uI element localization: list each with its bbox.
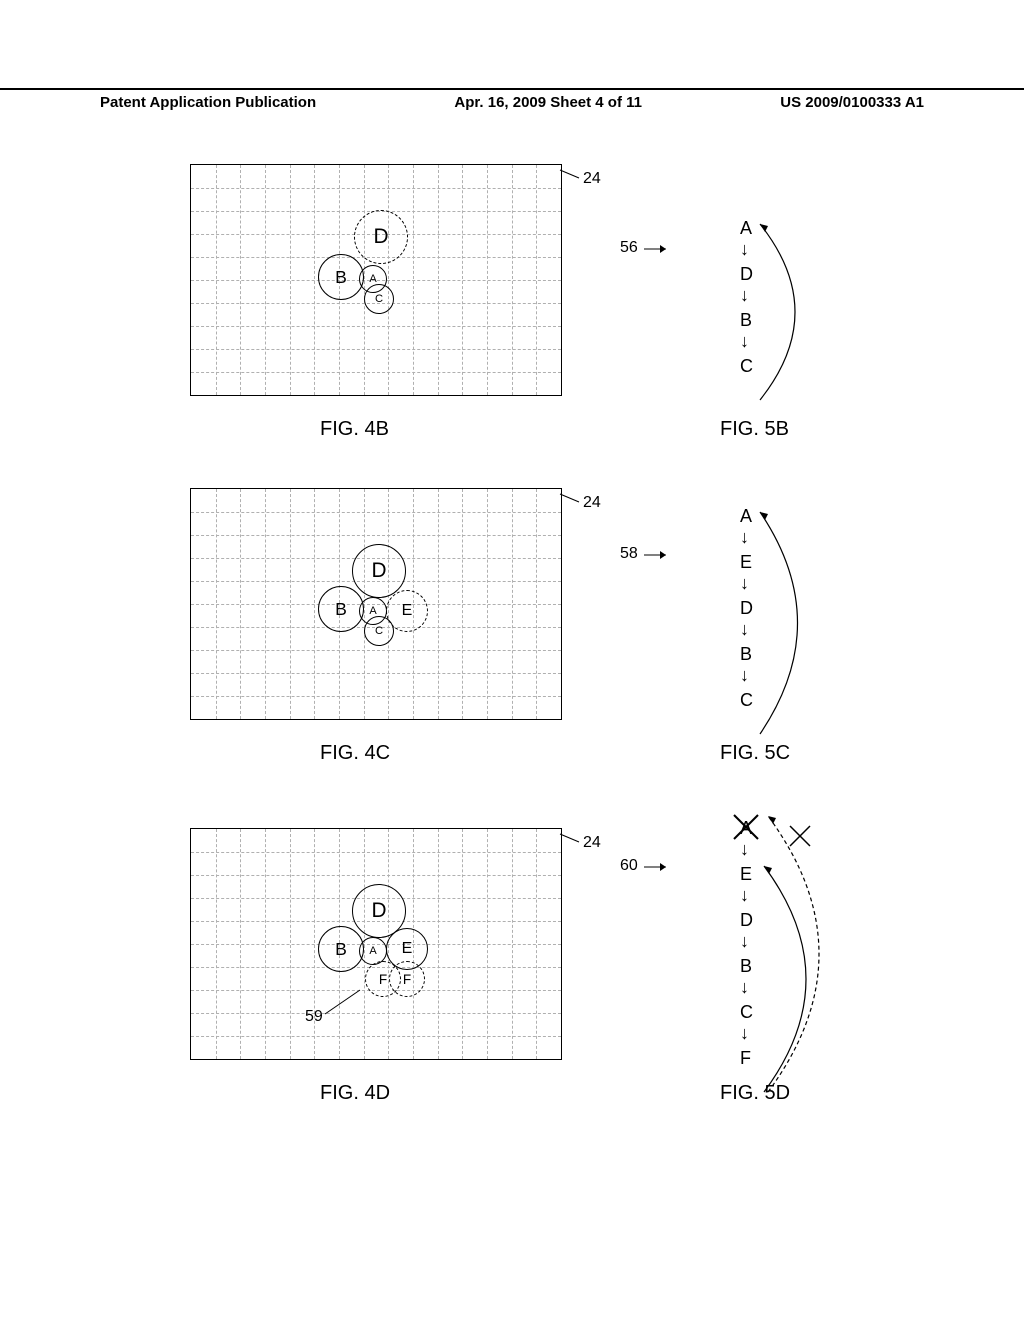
list-item: C	[740, 1002, 753, 1023]
circle-C: C	[364, 616, 394, 646]
page-header: Patent Application Publication Apr. 16, …	[0, 88, 1024, 111]
fig-label-right: FIG. 5D	[720, 1082, 790, 1105]
arrow-down-icon: ↓	[740, 978, 749, 996]
fig-label-right: FIG. 5B	[720, 418, 789, 441]
ref-24: 24	[583, 494, 601, 512]
fig-label-left: FIG. 4D	[320, 1082, 390, 1105]
circle-C: C	[364, 284, 394, 314]
ref-59: 59	[305, 1008, 323, 1026]
circle-B: B	[318, 586, 364, 632]
fig-label-left: FIG. 4C	[320, 742, 390, 765]
list-item: E	[740, 552, 752, 573]
arrow-down-icon: ↓	[740, 666, 749, 684]
arrow-down-icon: ↓	[740, 574, 749, 592]
list-ref: 60	[620, 857, 638, 875]
list-item: F	[740, 1048, 751, 1069]
list-ref: 58	[620, 545, 638, 563]
arrow-down-icon: ↓	[740, 240, 749, 258]
circle-B: B	[318, 254, 364, 300]
ref-24: 24	[583, 834, 601, 852]
list-item: B	[740, 956, 752, 977]
circle-D: D	[354, 210, 408, 264]
fig-label-left: FIG. 4B	[320, 418, 389, 441]
arrow-down-icon: ↓	[740, 528, 749, 546]
header-center: Apr. 16, 2009 Sheet 4 of 11	[454, 94, 642, 111]
ref-24: 24	[583, 170, 601, 188]
list-item: B	[740, 644, 752, 665]
arrow-down-icon: ↓	[740, 332, 749, 350]
list-item: D	[740, 264, 753, 285]
header-right: US 2009/0100333 A1	[780, 94, 924, 111]
header-left: Patent Application Publication	[100, 94, 316, 111]
fig-label-right: FIG. 5C	[720, 742, 790, 765]
list-item: C	[740, 690, 753, 711]
arrow-down-icon: ↓	[740, 1024, 749, 1042]
list-item: A	[740, 506, 752, 527]
list-item: B	[740, 310, 752, 331]
list-item: A	[740, 818, 752, 839]
list-item: A	[740, 218, 752, 239]
arrow-down-icon: ↓	[740, 620, 749, 638]
arrow-down-icon: ↓	[740, 286, 749, 304]
list-ref: 56	[620, 239, 638, 257]
list-item: C	[740, 356, 753, 377]
arrow-down-icon: ↓	[740, 932, 749, 950]
list-item: D	[740, 598, 753, 619]
list-item: D	[740, 910, 753, 931]
arrow-down-icon: ↓	[740, 886, 749, 904]
arrow-down-icon: ↓	[740, 840, 749, 858]
circle-F: F	[389, 961, 425, 997]
list-item: E	[740, 864, 752, 885]
circle-B: B	[318, 926, 364, 972]
circle-D: D	[352, 544, 406, 598]
